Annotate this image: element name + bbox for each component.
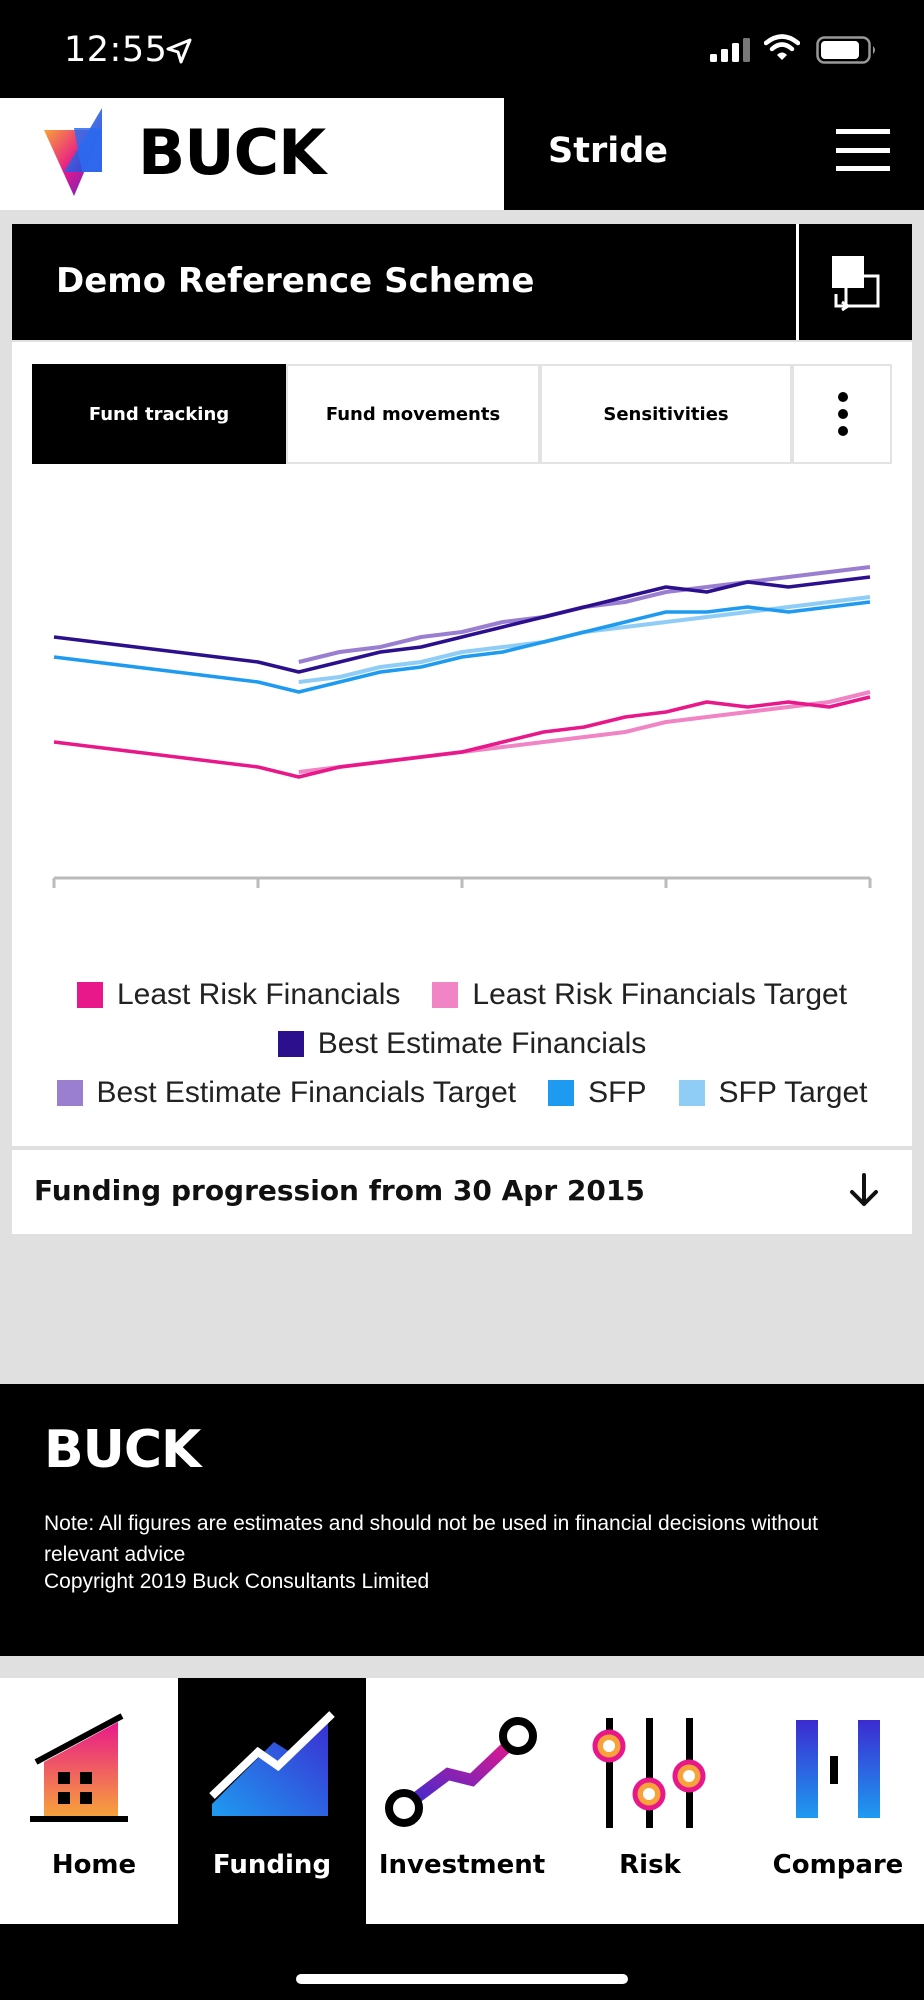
more-dot [838, 426, 848, 436]
nav-home-label: Home [51, 1850, 137, 1880]
legend-label: Best Estimate Financials Target [96, 1075, 517, 1109]
bottom-nav: Home Funding Inve [0, 1678, 924, 1924]
battery-icon [816, 36, 875, 64]
location-arrow-icon [166, 38, 192, 64]
nav-compare-label: Compare [772, 1850, 904, 1880]
switch-scheme-button[interactable] [796, 224, 912, 340]
more-tabs-button[interactable] [792, 364, 892, 464]
legend-swatch [56, 1079, 83, 1106]
legend-swatch [548, 1079, 575, 1106]
menu-bar [836, 129, 890, 134]
funding-progression-toggle[interactable]: Funding progression from 30 Apr 2015 [12, 1150, 912, 1234]
legend-item[interactable]: Least Risk Financials [76, 977, 401, 1012]
wifi-icon [764, 34, 800, 60]
nav-investment[interactable]: Investment [368, 1678, 556, 1924]
legend-label: SFP Target [718, 1075, 868, 1109]
legend-item[interactable]: Least Risk Financials Target [432, 978, 847, 1012]
legend-row: Best Estimate Financials Target SFP SFP Ta… [12, 1068, 912, 1117]
legend-label: Least Risk Financials Target [472, 977, 848, 1011]
nav-risk[interactable]: Risk [556, 1678, 744, 1924]
menu-bar [836, 148, 890, 153]
legend-label: Least Risk Financials [116, 977, 401, 1011]
home-indicator-bar [0, 1924, 924, 2000]
tab-fund-tracking[interactable]: Fund tracking [32, 364, 286, 464]
buck-logo-icon [44, 108, 102, 196]
risk-icon [592, 1718, 706, 1828]
switch-icon [832, 256, 880, 312]
series-line-best-estimate-financials [53, 575, 871, 674]
signal-icon [710, 38, 750, 62]
legend-row: Best Estimate Financials [12, 1019, 912, 1068]
nav-funding-label: Funding [212, 1850, 332, 1880]
footer: BUCK Note: All figures are estimates and… [0, 1384, 924, 1656]
menu-button[interactable] [836, 129, 890, 171]
home-icon [30, 1713, 128, 1822]
series-line-best-estimate-financials-target [298, 565, 871, 664]
status-time: 12:55 [64, 30, 168, 70]
legend-swatch [76, 981, 103, 1008]
footer-logo: BUCK [44, 1420, 201, 1480]
nav-investment-label: Investment [378, 1850, 546, 1880]
nav-compare[interactable]: Compare [744, 1678, 924, 1924]
app-header: BUCK Stride [0, 98, 924, 210]
tab-sensitivities[interactable]: Sensitivities [540, 364, 792, 464]
legend-item[interactable]: Best Estimate Financials Target [56, 1075, 517, 1110]
footer-note: Note: All figures are estimates and shou… [44, 1512, 818, 1566]
nav-risk-label: Risk [619, 1850, 681, 1880]
tab-fund-movements[interactable]: Fund movements [286, 364, 540, 464]
logo-container: BUCK [0, 98, 504, 210]
series-line-least-risk-financials [53, 695, 871, 779]
funding-icon [209, 1711, 335, 1816]
logo-text: BUCK [138, 116, 326, 189]
series-line-sfp [53, 600, 871, 694]
compare-icon [796, 1720, 880, 1818]
investment-icon [385, 1717, 537, 1827]
home-indicator [296, 1974, 628, 1984]
chart-legend: Least Risk Financials Least Risk Financia… [12, 970, 912, 1117]
scheme-title: Demo Reference Scheme [56, 261, 535, 301]
scheme-bar: Demo Reference Scheme [12, 224, 912, 340]
legend-swatch [432, 981, 459, 1008]
menu-bar [836, 166, 890, 171]
arrow-down-icon [850, 1173, 878, 1206]
funding-progression-label: Funding progression from 30 Apr 2015 [34, 1174, 645, 1207]
legend-label: SFP [588, 1075, 647, 1109]
status-bar: 12:55 [0, 0, 924, 98]
fund-tracking-card: Fund tracking Fund movements Sensitiviti… [12, 342, 912, 1146]
legend-item[interactable]: Best Estimate Financials [277, 1026, 647, 1061]
legend-item[interactable]: SFP Target [678, 1075, 868, 1110]
legend-swatch [678, 1079, 705, 1106]
more-dot [838, 392, 848, 402]
app-name: Stride [548, 131, 668, 171]
legend-swatch [277, 1030, 304, 1057]
nav-home[interactable]: Home [0, 1678, 188, 1924]
nav-funding[interactable]: Funding [178, 1678, 366, 1924]
tab-bar: Fund tracking Fund movements Sensitiviti… [32, 364, 892, 464]
legend-row: Least Risk Financials Least Risk Financia… [12, 970, 912, 1019]
more-dot [838, 409, 848, 419]
legend-label: Best Estimate Financials [317, 1026, 647, 1060]
footer-copyright: Copyright 2019 Buck Consultants Limited [44, 1570, 430, 1593]
fund-tracking-chart [52, 565, 872, 888]
legend-item[interactable]: SFP [548, 1075, 647, 1110]
